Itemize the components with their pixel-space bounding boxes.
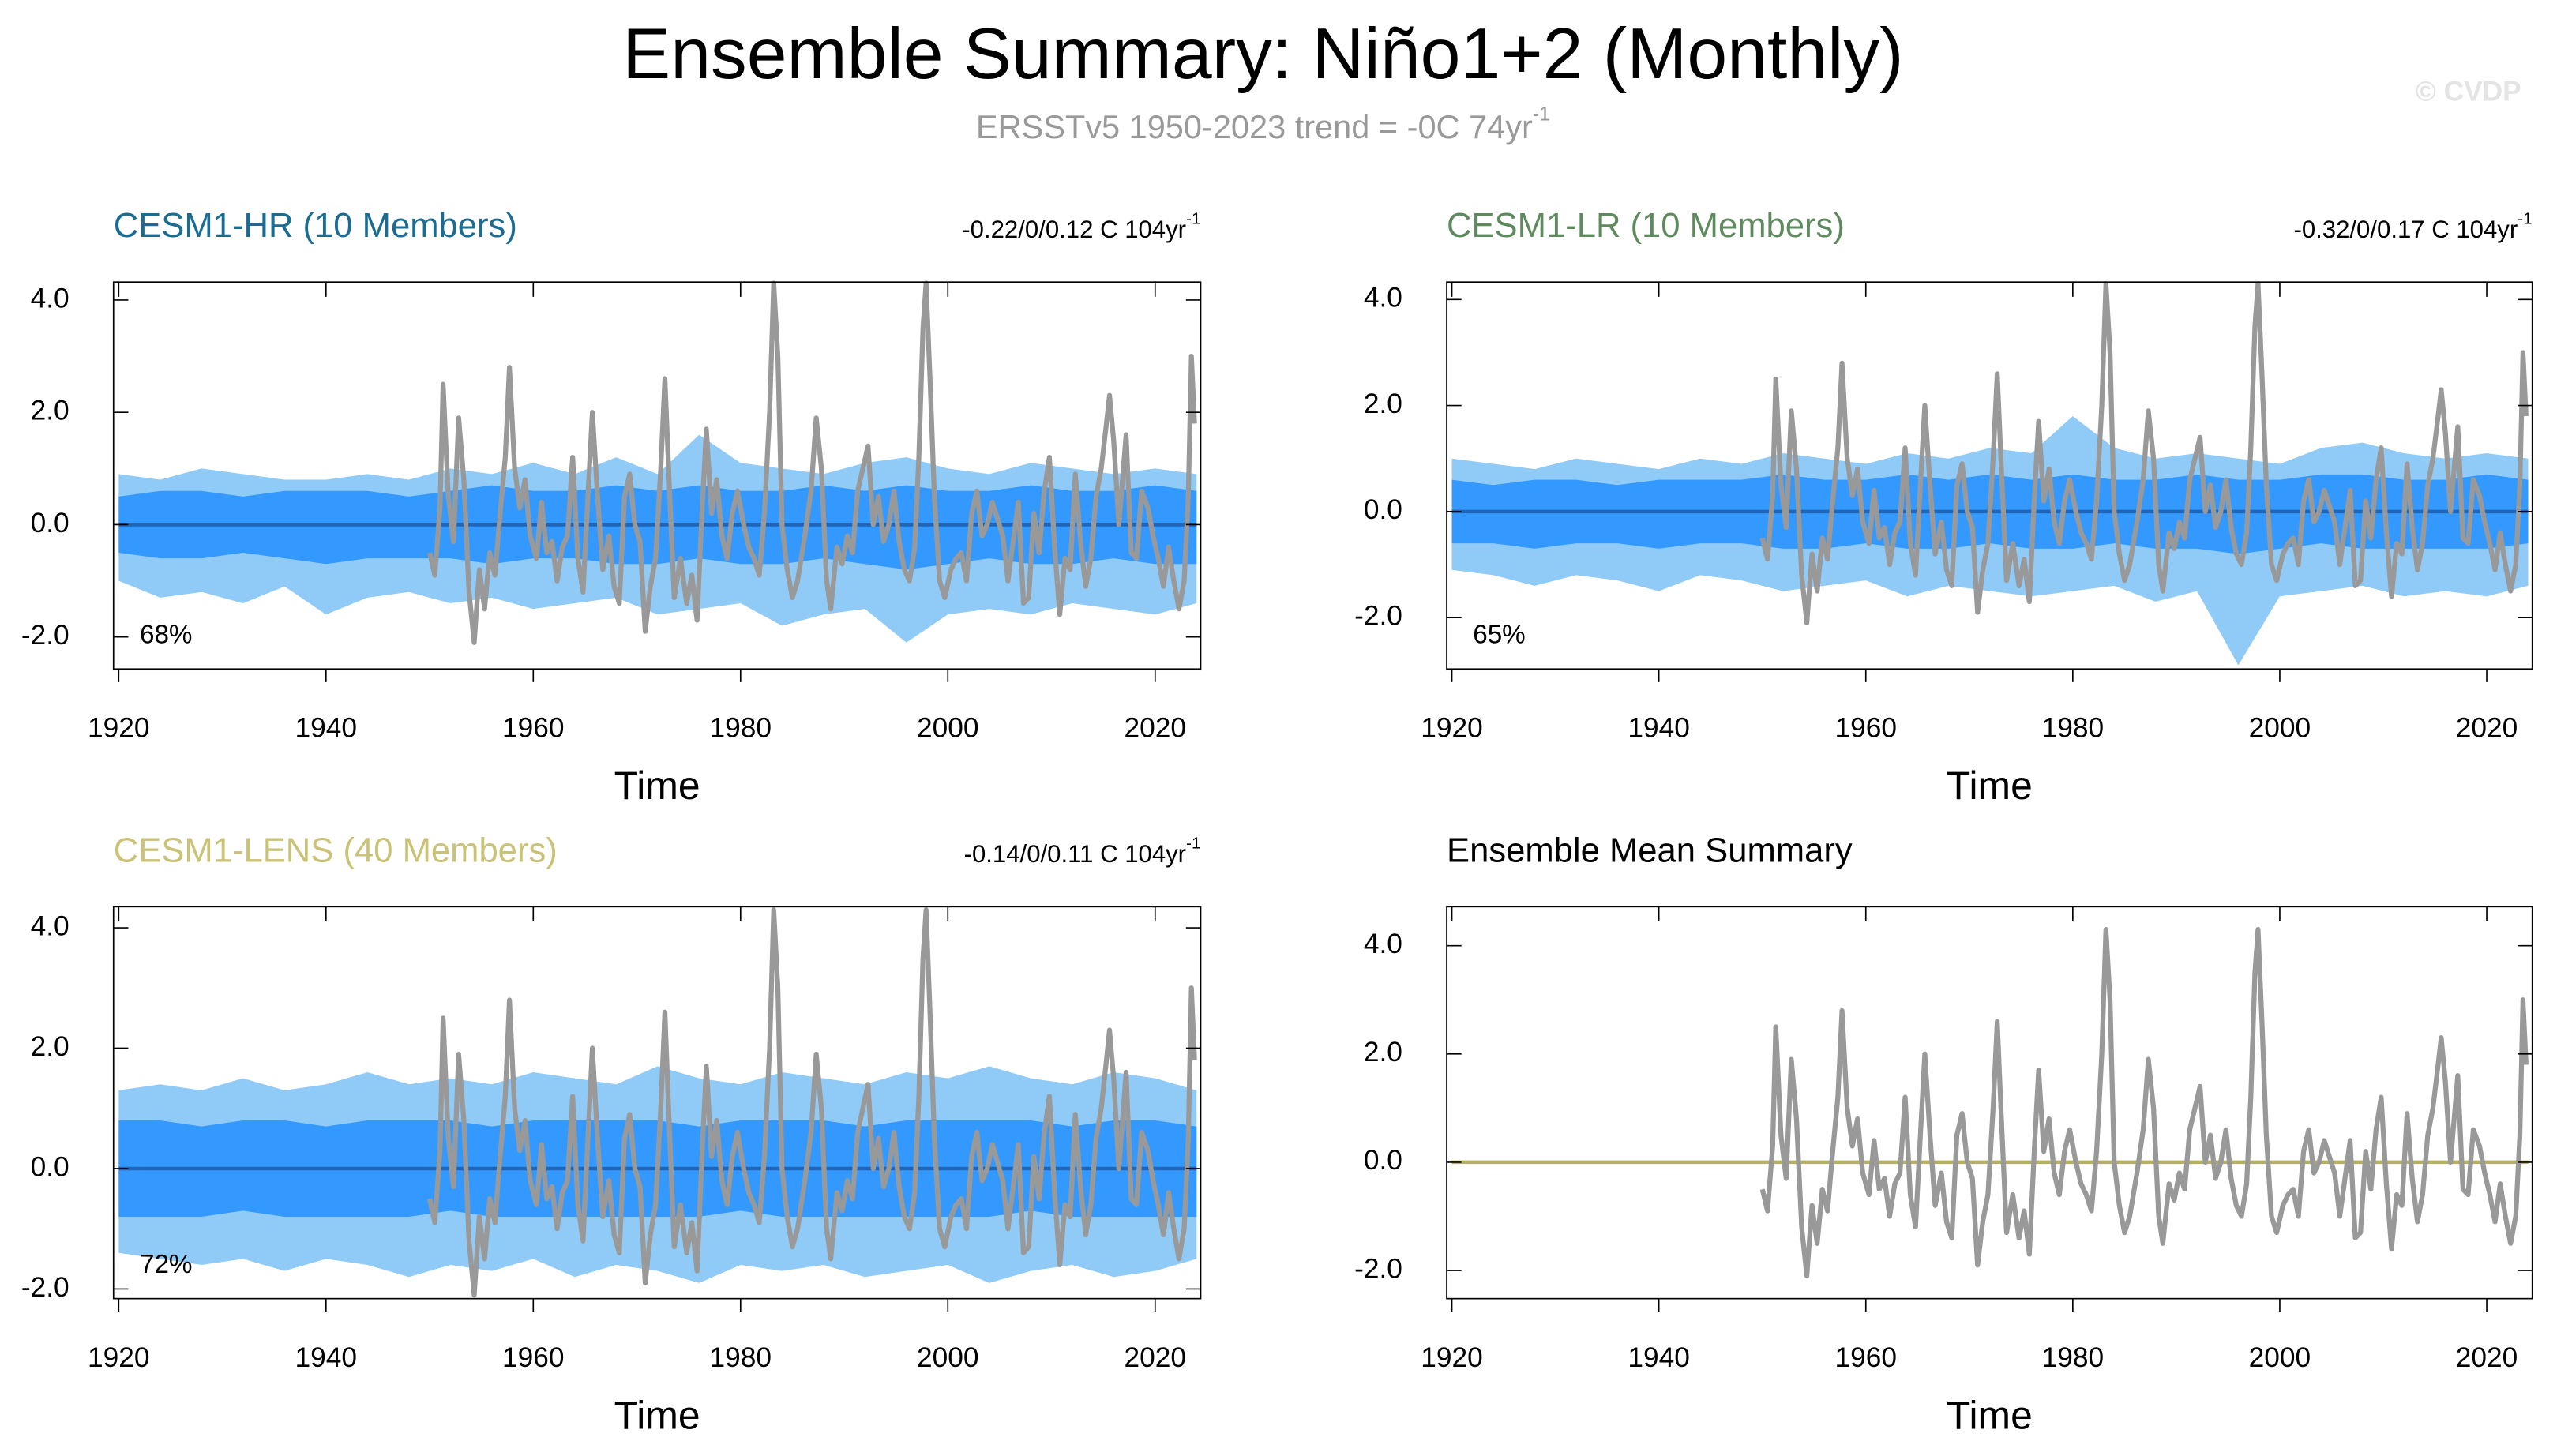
trend-text: -0.22/0/0.12 C 104yr (962, 216, 1186, 243)
x-tick-label: 1960 (1834, 1342, 1897, 1373)
trend-sup: -1 (1186, 835, 1200, 853)
x-tick-label: 1940 (1628, 712, 1690, 743)
y-tick-label: 4.0 (31, 283, 69, 313)
x-tick-label: 1920 (1421, 712, 1483, 743)
y-tick-label: -2.0 (21, 620, 69, 651)
y-tick-label: 0.0 (1364, 494, 1402, 525)
x-tick-label: 2000 (2249, 712, 2311, 743)
percent-label: 65% (1473, 620, 1526, 649)
plot-frame (1446, 906, 2533, 1300)
x-axis-label: Time (1947, 1393, 2033, 1437)
panel-title: Ensemble Mean Summary (1447, 831, 1853, 869)
y-tick-label: 2.0 (1364, 388, 1402, 419)
x-tick-label: 1960 (1834, 712, 1897, 743)
x-tick-label: 1960 (502, 1342, 565, 1373)
y-tick-label: 4.0 (31, 910, 69, 941)
panel-title: CESM1-LR (10 Members) (1447, 207, 1845, 245)
plot-frame (112, 281, 1202, 670)
x-axis-label: Time (614, 1393, 700, 1437)
x-tick-label: 2020 (1125, 712, 1187, 743)
x-axis-label: Time (614, 764, 700, 808)
x-tick-label: 1980 (710, 712, 772, 743)
trend-label: -0.14/0/0.11 C 104yr-1 (964, 835, 1201, 868)
x-tick-label: 2000 (2249, 1342, 2311, 1373)
y-tick-label: 0.0 (31, 1151, 69, 1182)
x-tick-label: 1920 (88, 1342, 150, 1373)
subtitle-text: ERSSTv5 1950-2023 trend = -0C 74yr (976, 108, 1533, 145)
trend-label: -0.22/0/0.12 C 104yr-1 (962, 210, 1200, 243)
x-tick-label: 2000 (917, 712, 979, 743)
y-tick-label: 4.0 (1364, 283, 1402, 313)
trend-text: -0.32/0/0.17 C 104yr (2293, 216, 2518, 243)
x-tick-label: 2020 (2456, 1342, 2518, 1373)
y-tick-label: 0.0 (1364, 1145, 1402, 1176)
x-tick-label: 1940 (295, 712, 358, 743)
trend-sup: -1 (1186, 210, 1200, 228)
figure-subtitle: ERSSTv5 1950-2023 trend = -0C 74yr-1 (976, 103, 1550, 145)
percent-label: 72% (140, 1250, 193, 1279)
y-tick-label: -2.0 (1354, 600, 1402, 631)
x-axis-label: Time (1947, 764, 2033, 808)
x-tick-label: 1980 (710, 1342, 772, 1373)
x-tick-label: 1980 (2042, 1342, 2105, 1373)
percent-label: 68% (140, 620, 193, 649)
trend-label: -0.32/0/0.17 C 104yr-1 (2293, 210, 2532, 243)
credit: © CVDP (2416, 77, 2521, 107)
observed-line (427, 280, 1197, 645)
x-tick-label: 1980 (2042, 712, 2105, 743)
x-tick-label: 1940 (1628, 1342, 1690, 1373)
plot-frame (112, 906, 1202, 1300)
y-tick-label: 4.0 (1364, 929, 1402, 959)
x-tick-label: 1960 (502, 712, 565, 743)
y-tick-label: -2.0 (21, 1272, 69, 1303)
x-tick-label: 2020 (1125, 1342, 1187, 1373)
subtitle-sup: -1 (1533, 103, 1550, 125)
figure-title: Ensemble Summary: Niño1+2 (Monthly) (622, 13, 1903, 94)
panel-title: CESM1-LENS (40 Members) (114, 831, 558, 869)
trend-text: -0.14/0/0.11 C 104yr (964, 840, 1186, 868)
y-tick-label: 2.0 (1364, 1037, 1402, 1068)
observed-line (1759, 927, 2529, 1278)
y-tick-label: 2.0 (31, 1031, 69, 1062)
observed-line (1759, 281, 2529, 625)
x-tick-label: 1920 (88, 712, 150, 743)
trend-sup: -1 (2518, 210, 2532, 228)
y-tick-label: 0.0 (31, 508, 69, 538)
plot-frame (1446, 281, 2533, 670)
y-tick-label: -2.0 (1354, 1253, 1402, 1284)
x-tick-label: 1920 (1421, 1342, 1483, 1373)
panel-title: CESM1-HR (10 Members) (114, 207, 517, 245)
x-tick-label: 2000 (917, 1342, 979, 1373)
x-tick-label: 1940 (295, 1342, 358, 1373)
x-tick-label: 2020 (2456, 712, 2518, 743)
y-tick-label: 2.0 (31, 396, 69, 426)
observed-line (427, 907, 1197, 1298)
